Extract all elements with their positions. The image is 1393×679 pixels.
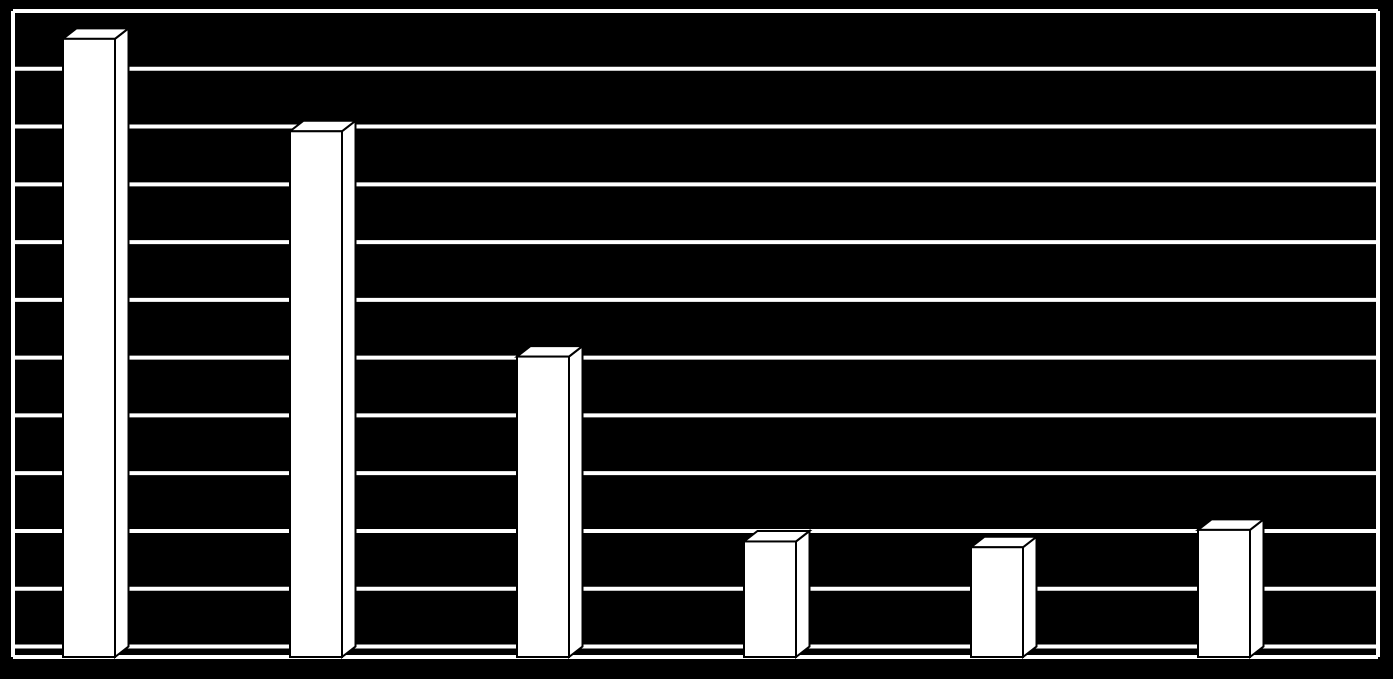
bar-front — [744, 541, 796, 657]
bar-side — [569, 346, 583, 657]
bar-chart — [0, 0, 1393, 679]
bar-side — [796, 531, 810, 657]
chart-background — [0, 0, 1393, 679]
bar — [744, 531, 810, 657]
bar — [63, 28, 129, 657]
bar-front — [63, 39, 115, 657]
bar — [1198, 519, 1264, 657]
bar — [517, 346, 583, 657]
bar-front — [517, 357, 569, 657]
bar-front — [971, 547, 1023, 657]
bar-side — [1250, 519, 1264, 657]
bar — [290, 121, 356, 657]
bar-front — [290, 131, 342, 657]
bar-side — [115, 28, 129, 657]
bar — [971, 537, 1037, 657]
bar-side — [1023, 537, 1037, 657]
bar-side — [342, 121, 356, 657]
bar-front — [1198, 530, 1250, 657]
